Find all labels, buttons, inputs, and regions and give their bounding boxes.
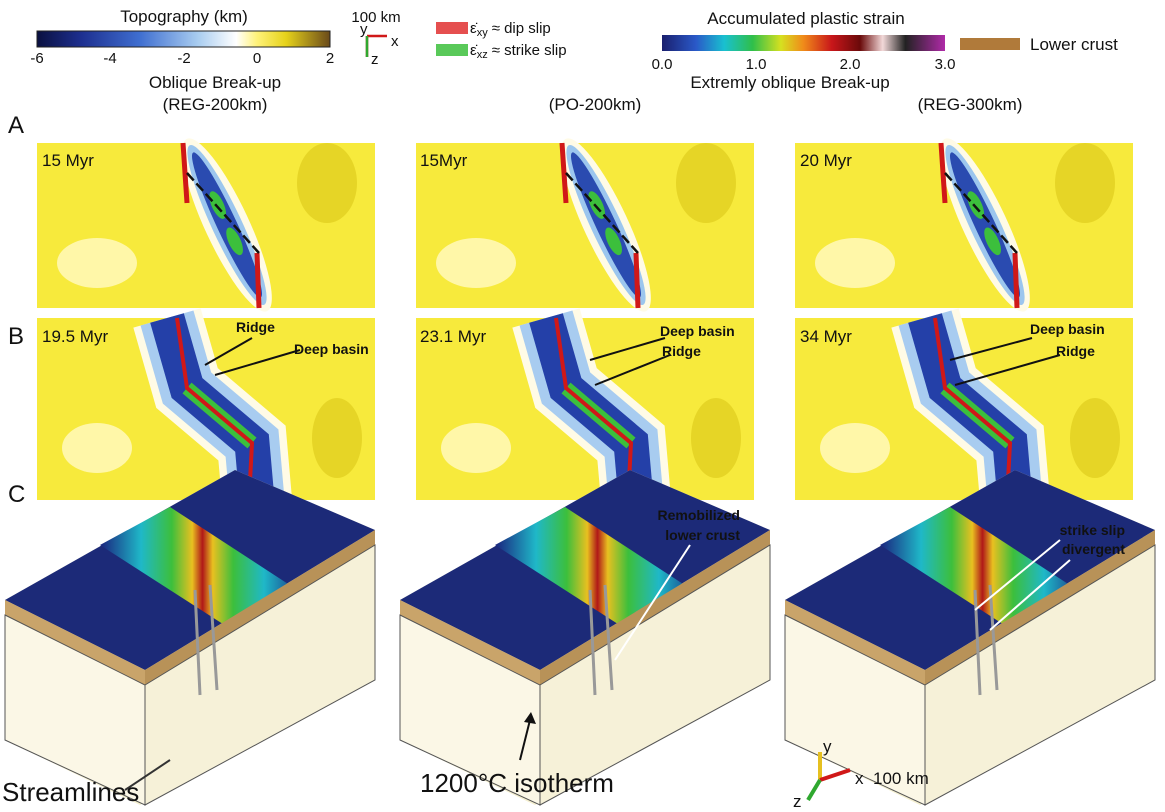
colorbar-tick: 2 — [326, 50, 334, 67]
axis-label: y — [823, 737, 832, 756]
axis-label: x — [855, 769, 864, 788]
colorbar-tick: 1.0 — [746, 56, 767, 73]
annotation: Streamlines — [2, 777, 139, 807]
annotation: Deep basin — [1030, 321, 1105, 337]
annotation: Ridge — [236, 319, 275, 335]
axis-label: z — [793, 792, 802, 811]
label: ≈ dip slip — [492, 20, 551, 37]
colorbar — [37, 31, 330, 47]
colorbar-tick: 0.0 — [652, 56, 673, 73]
panel-time: 15 Myr — [42, 151, 94, 170]
annotation: Ridge — [1056, 343, 1095, 359]
scale-label: 100 km — [351, 9, 400, 26]
colorbar-tick: -4 — [103, 50, 116, 67]
column-subtitle: (REG-300km) — [918, 95, 1023, 114]
legend-swatch — [436, 22, 468, 34]
panel-time: 23.1 Myr — [420, 327, 486, 346]
colorbar-title: Accumulated plastic strain — [707, 9, 904, 28]
legend-entry: ε̇xz≈ strike slip — [470, 42, 567, 61]
colorbar-tick: -2 — [177, 50, 190, 67]
panel-time: 34 Myr — [792, 509, 844, 528]
row-label: B — [8, 323, 24, 350]
legend-swatch — [436, 44, 468, 56]
panel-time: 19.5 Myr — [42, 327, 108, 346]
label: ≈ strike slip — [492, 42, 567, 59]
panel-time: 15Myr — [420, 151, 468, 170]
panel-time: 23.1 Myr — [414, 507, 480, 526]
axis-label: x — [391, 33, 399, 50]
column-subtitle: (REG-200km) — [163, 95, 268, 114]
subscript: xy — [477, 27, 489, 39]
annotation: Deep basin — [660, 323, 735, 339]
column-subtitle: (PO-200km) — [549, 95, 642, 114]
annotation: Remobilized — [658, 507, 740, 523]
colorbar-tick: 0 — [253, 50, 261, 67]
legend-entry: Lower crust — [1030, 35, 1118, 54]
annotation: 1200°C isotherm — [420, 768, 614, 798]
panel-time: 20 Myr — [800, 151, 852, 170]
legend-entry: ε̇xy≈ dip slip — [470, 20, 551, 39]
scale-label: 100 km — [873, 769, 929, 788]
column-title: Extremly oblique Break-up — [690, 73, 889, 92]
annotation: Deep basin — [294, 341, 369, 357]
figure: Topography (km) -6 -4 -2 0 2 100 km y x … — [0, 0, 1165, 812]
axis-triad — [808, 780, 820, 800]
colorbar-title: Topography (km) — [120, 7, 248, 26]
axis-label: y — [360, 21, 368, 38]
annotation: Ridge — [662, 343, 701, 359]
colorbar-tick: -6 — [30, 50, 43, 67]
colorbar-tick: 2.0 — [840, 56, 861, 73]
axis-triad — [820, 770, 850, 780]
panel-time: 19.5 Myr — [40, 507, 106, 526]
axis-label: z — [371, 51, 379, 68]
annotation: lower crust — [665, 527, 740, 543]
annotation: strike slip — [1060, 522, 1125, 538]
legend-swatch — [960, 38, 1020, 50]
colorbar-tick: 3.0 — [935, 56, 956, 73]
row-label: C — [8, 481, 25, 508]
colorbar — [662, 35, 945, 51]
row-label: A — [8, 112, 24, 139]
panel-time: 34 Myr — [800, 327, 852, 346]
annotation: divergent — [1062, 541, 1125, 557]
column-title: Oblique Break-up — [149, 73, 281, 92]
subscript: xz — [477, 49, 488, 61]
